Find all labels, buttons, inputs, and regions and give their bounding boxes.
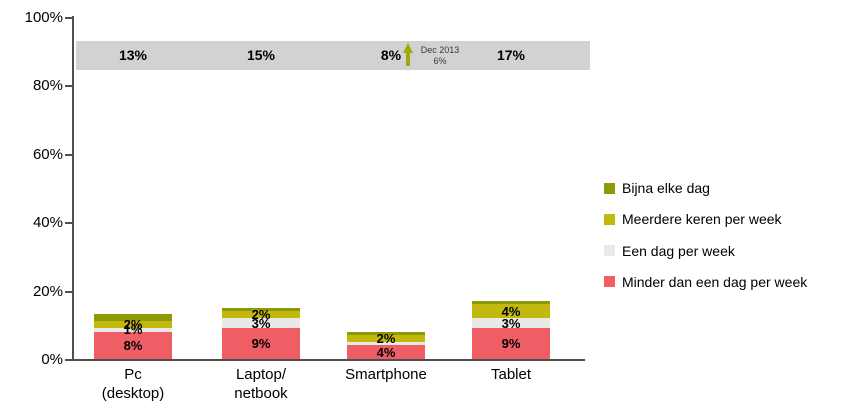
arrow-stem — [405, 53, 410, 66]
segment-value-label: 8% — [123, 337, 143, 353]
band-total-label: 17% — [496, 47, 526, 63]
legend-item: Een dag per week — [604, 240, 735, 262]
y-tick-mark — [65, 153, 72, 156]
arrow-head — [402, 43, 413, 53]
bar-segment — [347, 345, 425, 359]
legend-swatch-icon — [604, 245, 615, 257]
increase-arrow-icon — [402, 43, 413, 67]
y-tick-mark — [65, 359, 72, 361]
segment-value-label: 4% — [376, 344, 396, 360]
legend-swatch-icon — [604, 182, 615, 194]
legend-item: Bijna elke dag — [604, 177, 710, 199]
y-tick-mark — [65, 290, 72, 293]
segment-value-label: 4% — [501, 303, 521, 319]
y-tick-mark — [65, 16, 72, 19]
x-category-label: Tablet — [490, 366, 532, 383]
y-tick-label: 0% — [41, 351, 63, 368]
bar-segment — [472, 328, 550, 359]
y-tick-label: 60% — [32, 145, 63, 163]
y-tick-label: 80% — [32, 77, 63, 94]
segment-value-label: 1% — [123, 322, 143, 338]
bar-segment — [472, 317, 550, 329]
y-tick-mark — [65, 85, 72, 87]
x-category-label: Laptop/ netbook — [234, 366, 288, 402]
segment-value-label: 3% — [501, 315, 521, 331]
legend-swatch-icon — [604, 213, 615, 225]
y-tick-label: 40% — [32, 214, 63, 231]
bar-segment — [222, 307, 300, 312]
totals-band-rect — [76, 41, 590, 70]
legend-label: Meerdere keren per week — [622, 211, 782, 228]
bar-segment — [94, 314, 172, 322]
y-tick-label: 20% — [32, 282, 63, 300]
bar-segment — [222, 311, 300, 318]
segment-value-label: 2% — [376, 330, 396, 346]
band-total-label: 15% — [246, 47, 276, 63]
x-category-label: Smartphone — [345, 366, 427, 383]
band-total-label: 13% — [118, 47, 148, 63]
bar-segment — [222, 317, 300, 329]
legend-label: Minder dan een dag per week — [622, 273, 808, 290]
y-tick-label: 100% — [24, 8, 63, 26]
annotation-line1: Dec 2013 — [420, 45, 460, 55]
x-category-label: Pc (desktop) — [101, 366, 165, 402]
bar-segment — [94, 328, 172, 332]
legend-item: Meerdere keren per week — [604, 208, 782, 230]
segment-value-label: 2% — [251, 306, 271, 322]
bar-segment — [472, 304, 550, 318]
bar-segment — [347, 335, 425, 342]
band-total-label: 8% — [380, 47, 402, 63]
bar-segment — [472, 300, 550, 305]
x-axis-line — [72, 359, 585, 361]
segment-value-label: 9% — [251, 336, 271, 352]
legend-label: Een dag per week — [622, 242, 735, 259]
segment-value-label: 2% — [123, 317, 143, 333]
legend-label: Bijna elke dag — [622, 180, 710, 196]
legend-swatch-icon — [604, 276, 615, 288]
segment-value-label: 3% — [251, 315, 271, 331]
y-axis-line — [72, 15, 74, 360]
bar-segment — [222, 328, 300, 359]
bar-segment — [347, 341, 425, 346]
annotation-line2: 6% — [433, 56, 447, 66]
bar-segment — [94, 331, 172, 359]
bar-segment — [347, 331, 425, 336]
bar-segment — [94, 321, 172, 329]
legend-item: Minder dan een dag per week — [604, 271, 807, 293]
y-tick-mark — [65, 222, 72, 224]
segment-value-label: 9% — [501, 336, 521, 352]
